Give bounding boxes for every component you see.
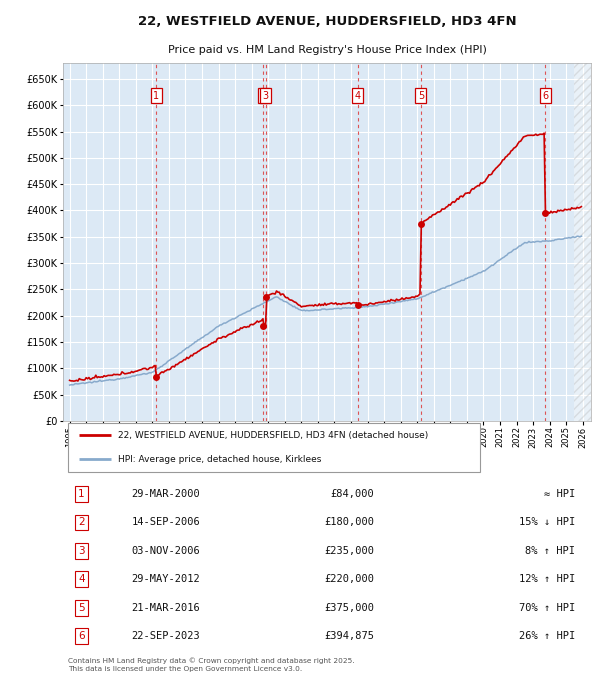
Text: 29-MAY-2012: 29-MAY-2012 bbox=[131, 574, 200, 584]
Text: £375,000: £375,000 bbox=[325, 602, 374, 613]
Text: 3: 3 bbox=[78, 546, 85, 556]
FancyBboxPatch shape bbox=[68, 423, 480, 472]
Text: 6: 6 bbox=[542, 90, 548, 101]
Text: 4: 4 bbox=[78, 574, 85, 584]
Text: £180,000: £180,000 bbox=[325, 517, 374, 528]
Text: £220,000: £220,000 bbox=[325, 574, 374, 584]
Text: 5: 5 bbox=[78, 602, 85, 613]
Text: 5: 5 bbox=[418, 90, 424, 101]
Text: 2: 2 bbox=[78, 517, 85, 528]
Text: 22, WESTFIELD AVENUE, HUDDERSFIELD, HD3 4FN: 22, WESTFIELD AVENUE, HUDDERSFIELD, HD3 … bbox=[137, 16, 517, 29]
Text: 1: 1 bbox=[153, 90, 160, 101]
Text: 3: 3 bbox=[263, 90, 269, 101]
Text: 22, WESTFIELD AVENUE, HUDDERSFIELD, HD3 4FN (detached house): 22, WESTFIELD AVENUE, HUDDERSFIELD, HD3 … bbox=[118, 430, 428, 439]
Text: 29-MAR-2000: 29-MAR-2000 bbox=[131, 489, 200, 499]
Text: ≈ HPI: ≈ HPI bbox=[544, 489, 575, 499]
Bar bbox=[574, 63, 591, 421]
Text: 21-MAR-2016: 21-MAR-2016 bbox=[131, 602, 200, 613]
Text: 03-NOV-2006: 03-NOV-2006 bbox=[131, 546, 200, 556]
Text: 14-SEP-2006: 14-SEP-2006 bbox=[131, 517, 200, 528]
Text: 6: 6 bbox=[78, 631, 85, 641]
Text: 2: 2 bbox=[260, 90, 266, 101]
Text: Contains HM Land Registry data © Crown copyright and database right 2025.
This d: Contains HM Land Registry data © Crown c… bbox=[68, 657, 355, 672]
Text: HPI: Average price, detached house, Kirklees: HPI: Average price, detached house, Kirk… bbox=[118, 455, 322, 464]
Text: 8% ↑ HPI: 8% ↑ HPI bbox=[525, 546, 575, 556]
Text: 15% ↓ HPI: 15% ↓ HPI bbox=[519, 517, 575, 528]
Text: 22-SEP-2023: 22-SEP-2023 bbox=[131, 631, 200, 641]
Text: 1: 1 bbox=[78, 489, 85, 499]
Text: Price paid vs. HM Land Registry's House Price Index (HPI): Price paid vs. HM Land Registry's House … bbox=[167, 45, 487, 55]
Text: 70% ↑ HPI: 70% ↑ HPI bbox=[519, 602, 575, 613]
Text: 12% ↑ HPI: 12% ↑ HPI bbox=[519, 574, 575, 584]
Text: 26% ↑ HPI: 26% ↑ HPI bbox=[519, 631, 575, 641]
Text: 4: 4 bbox=[355, 90, 361, 101]
Text: £84,000: £84,000 bbox=[331, 489, 374, 499]
Text: £235,000: £235,000 bbox=[325, 546, 374, 556]
Text: £394,875: £394,875 bbox=[325, 631, 374, 641]
